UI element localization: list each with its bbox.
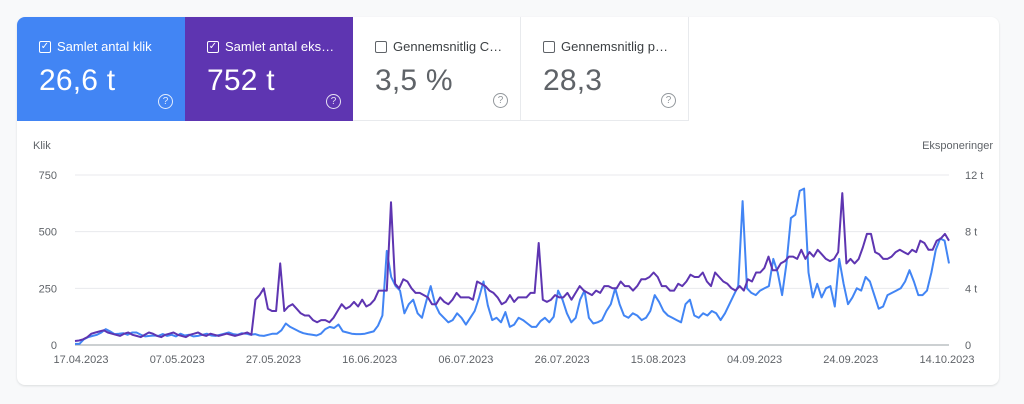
y-ticks-right: 0 4 t 8 t 12 t — [965, 170, 983, 352]
x-ticks: 17.04.2023 07.05.2023 27.05.2023 16.06.2023… — [53, 354, 974, 366]
performance-panel: ✓ Samlet antal klik 26,6 t ? ✓ Samlet an… — [17, 17, 999, 385]
tile-average-ctr[interactable]: Gennemsnitlig CTR 3,5 % ? — [353, 17, 521, 121]
metric-tiles: ✓ Samlet antal klik 26,6 t ? ✓ Samlet an… — [17, 17, 689, 121]
help-circle-icon[interactable]: ? — [158, 94, 173, 109]
checkbox-empty-icon[interactable] — [543, 40, 555, 53]
tile-value: 3,5 % — [375, 64, 453, 97]
y-tick-left: 500 — [39, 227, 57, 239]
checkbox-empty-icon[interactable] — [375, 40, 387, 53]
y-axis-label-right: Eksponeringer — [922, 140, 993, 152]
series-line-clicks — [75, 187, 950, 345]
x-tick: 15.08.2023 — [631, 354, 686, 366]
y-tick-right: 0 — [965, 340, 971, 352]
y-ticks-left: 0 250 500 750 — [39, 170, 57, 352]
y-axis-label-left: Klik — [33, 140, 51, 152]
series-line-impressions — [74, 192, 950, 342]
x-tick: 16.06.2023 — [342, 354, 397, 366]
tile-label: Gennemsnitlig CTR — [393, 39, 505, 54]
check-icon[interactable]: ✓ — [207, 40, 219, 53]
tile-value: 28,3 — [543, 64, 603, 97]
y-tick-left: 750 — [39, 170, 57, 182]
x-tick: 17.04.2023 — [53, 354, 108, 366]
tile-total-impressions[interactable]: ✓ Samlet antal eksp… 752 t ? — [185, 17, 353, 121]
tile-label: Samlet antal klik — [57, 39, 152, 54]
tile-value: 26,6 t — [39, 64, 116, 97]
series-lines — [74, 187, 950, 345]
y-tick-left: 250 — [39, 283, 57, 295]
x-tick: 26.07.2023 — [535, 354, 590, 366]
tile-total-clicks[interactable]: ✓ Samlet antal klik 26,6 t ? — [17, 17, 185, 121]
y-tick-right: 8 t — [965, 227, 977, 239]
x-tick: 27.05.2023 — [246, 354, 301, 366]
y-tick-left: 0 — [51, 340, 57, 352]
tile-label: Samlet antal eksp… — [225, 39, 337, 54]
x-tick: 14.10.2023 — [919, 354, 974, 366]
y-tick-right: 4 t — [965, 283, 977, 295]
help-circle-icon[interactable]: ? — [661, 93, 676, 108]
x-tick: 24.09.2023 — [823, 354, 878, 366]
help-circle-icon[interactable]: ? — [326, 94, 341, 109]
performance-chart[interactable]: Klik Eksponeringer 0 250 500 750 0 4 t 8 t 12 … — [17, 125, 999, 385]
tile-average-position[interactable]: Gennemsnitlig po… 28,3 ? — [521, 17, 689, 121]
grid — [75, 174, 949, 346]
check-icon[interactable]: ✓ — [39, 40, 51, 53]
help-circle-icon[interactable]: ? — [493, 93, 508, 108]
y-tick-right: 12 t — [965, 170, 983, 182]
tile-value: 752 t — [207, 64, 275, 97]
tile-label: Gennemsnitlig po… — [561, 39, 673, 54]
x-tick: 04.09.2023 — [727, 354, 782, 366]
x-tick: 07.05.2023 — [150, 354, 205, 366]
x-tick: 06.07.2023 — [438, 354, 493, 366]
